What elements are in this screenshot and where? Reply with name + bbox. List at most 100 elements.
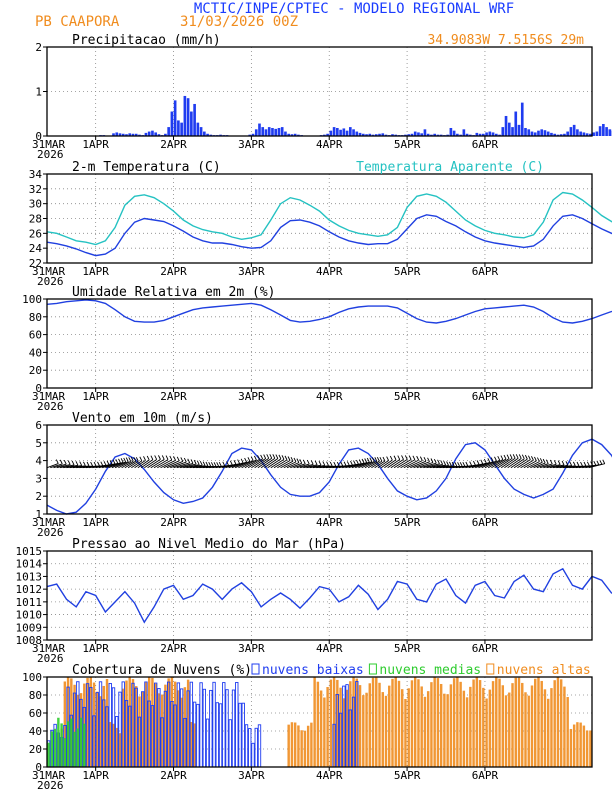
wind-barb-feather: [408, 455, 412, 460]
wind-barb: [410, 460, 427, 469]
precip-bar: [579, 131, 582, 136]
panel-frame: [46, 298, 593, 389]
precip-bar: [365, 134, 368, 136]
wind-barb-feather: [75, 461, 79, 466]
cloud-bar-nuvens-altas: [300, 730, 303, 767]
precip-bar: [507, 122, 511, 136]
precip-bar: [131, 133, 135, 136]
cloud-bar-nuvens-altas: [371, 677, 375, 767]
wind-barb-feather: [419, 456, 423, 461]
legend-label: nuvens altas: [497, 663, 591, 678]
x-tick-label: 3APR: [238, 642, 265, 655]
wind-barb: [105, 462, 121, 469]
precip-bar: [297, 134, 300, 136]
x-tick-label-year: 2026: [37, 526, 64, 539]
wind-barb-feather: [208, 462, 212, 467]
y-tick-label: 1013: [16, 570, 43, 583]
y-tick-label: 2: [35, 490, 42, 503]
x-tick-label: 5APR: [394, 769, 421, 782]
wind-barb-feather: [462, 462, 466, 467]
wind-barb: [170, 461, 187, 469]
x-tick-label: 3APR: [238, 516, 265, 529]
precip-bar: [494, 133, 498, 136]
wind-barb-feather: [416, 455, 420, 461]
wind-barb-feather: [306, 459, 310, 465]
wind-barb: [56, 464, 71, 469]
cloud-bar-nuvens-altas: [293, 722, 297, 767]
precip-bar: [456, 133, 459, 136]
precip-bar: [361, 133, 365, 136]
precip-bar: [553, 133, 557, 136]
wind-barb-feather: [397, 455, 401, 460]
wind-barb: [102, 462, 118, 469]
precip-bar: [151, 130, 154, 136]
cloud-bar-nuvens-altas: [358, 685, 362, 767]
x-tick-label-year: 2026: [37, 148, 64, 161]
wind-barb: [471, 462, 487, 469]
cloud-bar-nuvens-altas: [190, 722, 193, 767]
precip-bar: [147, 131, 151, 136]
precip-bar: [121, 133, 125, 136]
y-tick-label: 80: [29, 311, 42, 324]
cloud-bar-nuvens-altas: [527, 695, 530, 767]
wind-barb: [406, 460, 423, 469]
cloud-bar-nuvens-altas: [336, 679, 339, 767]
cloud-bar-nuvens-altas: [122, 688, 125, 767]
wind-barb-feather: [183, 457, 187, 463]
y-tick-label: 100: [22, 293, 42, 306]
precip-bar: [488, 131, 492, 136]
x-tick-label: 6APR: [472, 138, 499, 151]
wind-barb-feather: [278, 454, 282, 460]
wind-barb: [377, 460, 389, 469]
wind-barb: [358, 461, 373, 469]
precip-bar: [381, 133, 385, 136]
precip-bar: [271, 127, 274, 136]
wind-barb: [303, 464, 318, 469]
cloud-bar-nuvens-altas: [96, 691, 99, 767]
cloud-bar-nuvens-altas: [589, 730, 592, 767]
precip-bar: [420, 133, 424, 136]
cloud-bar-nuvens-altas: [397, 680, 401, 767]
wind-barb: [290, 462, 302, 469]
x-tick-label: 2APR: [160, 769, 187, 782]
wind-barb-feather: [299, 459, 303, 464]
wind-barb-feather: [423, 456, 427, 462]
precip-bar: [378, 133, 381, 136]
wind-barb: [556, 465, 572, 469]
x-tick-label-start: 31MAR: [32, 769, 65, 782]
precip-bar: [546, 131, 550, 136]
precip-bar: [511, 127, 514, 136]
x-tick-label: 1APR: [82, 769, 109, 782]
cloud-bar-nuvens-altas: [157, 693, 161, 767]
wind-barb-feather: [233, 460, 237, 465]
x-tick-label: 3APR: [238, 769, 265, 782]
y-tick-label: 0: [35, 761, 42, 774]
precip-bar: [264, 129, 268, 136]
wind-barb: [225, 463, 240, 469]
x-tick-label: 5APR: [394, 642, 421, 655]
wind-barb: [380, 459, 393, 469]
wind-barb: [367, 460, 380, 469]
wind-barb-feather: [97, 461, 100, 467]
wind-barb: [484, 459, 500, 469]
precip-bar: [605, 127, 608, 136]
cloud-bar-nuvens-altas: [99, 696, 102, 767]
x-tick-label: 1APR: [82, 516, 109, 529]
precip-bar: [177, 120, 180, 136]
y-tick-label: 30: [29, 198, 42, 211]
cloud-bar-nuvens-altas: [352, 677, 355, 767]
wind-barb: [186, 464, 203, 469]
wind-barb-feather: [67, 460, 71, 465]
wind-barb-feather: [130, 457, 134, 462]
wind-barb: [491, 458, 507, 469]
precip-bar: [576, 129, 579, 136]
y-tick-label: 5: [35, 437, 42, 450]
cloud-bar-nuvens-medias: [79, 717, 83, 767]
cloud-bar-nuvens-altas: [323, 697, 326, 767]
wind-barb: [157, 459, 173, 469]
wind-barb-feather: [112, 459, 116, 465]
wind-barb-feather: [161, 455, 165, 460]
precip-bar: [339, 129, 342, 136]
cloud-bar-nuvens-altas: [86, 677, 89, 767]
precip-bar: [543, 130, 547, 136]
